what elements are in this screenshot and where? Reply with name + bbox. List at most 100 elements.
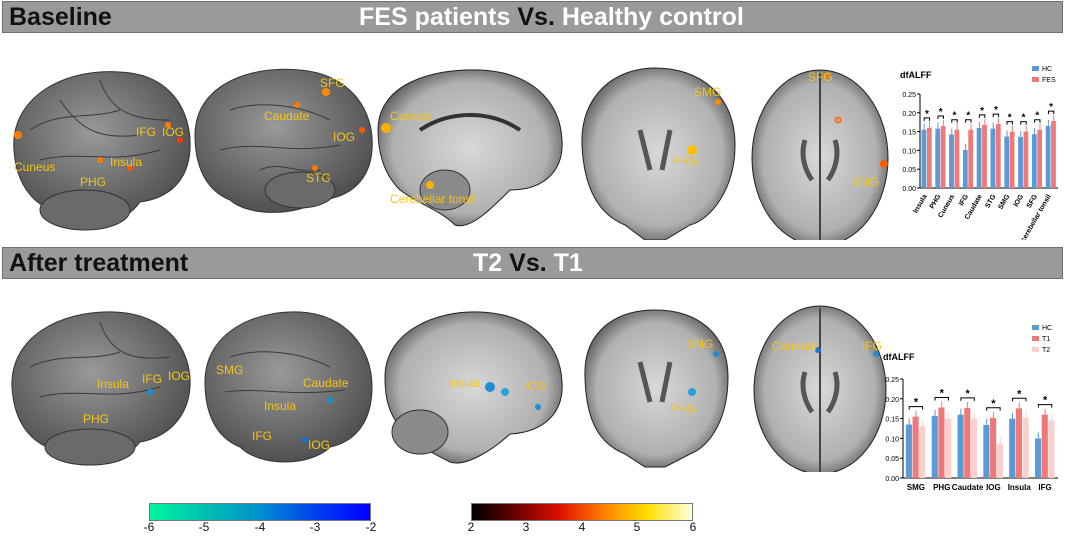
axial-label-ifg-t: IFG [862, 339, 882, 353]
significance-star: * [1049, 102, 1053, 113]
x-tick-label: SFG [1026, 193, 1040, 209]
bar [995, 124, 1001, 188]
axial-label-sfg: SFG [808, 70, 833, 84]
medial-surface-brain-t [204, 311, 373, 463]
hot-tick: 2 [467, 520, 475, 534]
y-tick-label: 0.20 [885, 397, 899, 404]
bar [912, 416, 919, 478]
cool-tick: -6 [143, 520, 155, 534]
significance-star: * [1008, 113, 1012, 124]
bar [964, 407, 971, 478]
significance-bracket [1034, 119, 1041, 123]
y-tick-label: 0.05 [885, 456, 899, 463]
treatment-group-b: T1 [553, 249, 583, 277]
bar [1009, 131, 1015, 188]
significance-star: * [940, 388, 945, 400]
baseline-comparison-title: FES patients Vs. Healthy control [359, 3, 744, 32]
chart-ylabel: dfALFF [883, 352, 915, 362]
coronal-slice [581, 67, 736, 240]
significance-star: * [1043, 395, 1048, 407]
baseline-group-b: Healthy control [561, 3, 744, 31]
medial-label-stg: STG [306, 171, 331, 185]
significance-bracket [937, 115, 944, 119]
medial-label-ifg-t: IFG [252, 429, 272, 443]
legend-label: HC [1042, 325, 1052, 332]
legend-swatch [1032, 66, 1039, 71]
significance-bracket [992, 113, 1000, 118]
sagittal-label-iog-t: IOG [524, 379, 546, 393]
coronal-label-phg: PHG [672, 154, 698, 168]
lateral-label-iog: IOG [162, 125, 184, 139]
y-tick-label: 0.00 [885, 476, 899, 483]
medial-label-smg-t: SMG [216, 363, 243, 377]
y-tick-label: 0.15 [902, 130, 916, 137]
significance-bracket [960, 397, 975, 401]
legend-swatch [1032, 325, 1039, 330]
bar [996, 443, 1003, 478]
bar [968, 129, 974, 188]
significance-bracket [986, 407, 1001, 411]
significance-bracket [1020, 121, 1027, 125]
treatment-brain-panels: Insula IFG IOG PHG SMG Caudate Insula IF… [11, 305, 887, 472]
x-tick-label: Insula [912, 193, 928, 214]
bar [1048, 420, 1055, 478]
legend-label: T2 [1042, 347, 1050, 354]
x-tick-label: STG [984, 193, 998, 209]
lateral-label-ifg: IFG [136, 125, 156, 139]
treatment-group-a: T2 [473, 249, 503, 277]
lateral-label-ifg-t: IFG [142, 372, 162, 386]
chart-ylabel: dfALFF [900, 70, 932, 80]
y-tick-label: 0.10 [902, 148, 916, 155]
significance-star: * [953, 111, 957, 122]
legend-swatch [1032, 347, 1039, 352]
lateral-label-phg: PHG [80, 175, 106, 189]
cool-tick: -5 [198, 520, 210, 534]
bar [1004, 136, 1010, 188]
x-tick-label: PHG [929, 193, 943, 210]
bar [970, 418, 978, 478]
medial-surface-brain [194, 68, 373, 213]
treatment-vs: Vs. [509, 249, 547, 277]
bar [1051, 121, 1056, 188]
bar [905, 424, 912, 478]
bar [949, 134, 954, 188]
treatment-banner: After treatment T2 Vs. T1 [2, 247, 1063, 279]
bar [1035, 438, 1042, 478]
bar [1023, 131, 1029, 188]
significance-bracket [934, 397, 949, 401]
medial-label-caudate: Caudate [264, 109, 310, 123]
bar [990, 417, 997, 478]
significance-star: * [1035, 111, 1039, 122]
x-tick-label: IFG [958, 193, 970, 207]
coronal-label-phg-t: PHG [670, 402, 696, 416]
coronal-label-smg-t: SMG [686, 337, 713, 351]
significance-star: * [994, 105, 998, 116]
y-tick-label: 0.20 [902, 111, 916, 118]
lateral-label-insula-t: Insula [97, 377, 129, 391]
baseline-banner: Baseline FES patients Vs. Healthy contro… [2, 1, 1063, 33]
bar [1031, 134, 1037, 188]
significance-bracket [951, 119, 958, 123]
sagittal-slice-t [384, 311, 563, 464]
lateral-surface-brain-t [11, 311, 191, 466]
bar [945, 418, 952, 478]
x-tick-label: SMG [997, 193, 1011, 211]
bar [954, 129, 960, 188]
significance-star: * [980, 106, 984, 117]
x-tick-label: Insula [1008, 483, 1032, 492]
sagittal-label-cuneus: Cuneus [390, 109, 431, 123]
legend-swatch [1032, 77, 1039, 82]
bar [921, 129, 927, 188]
x-tick-label: SMG [907, 483, 925, 492]
baseline-brain-panels: Cuneus PHG Insula IFG IOG SFG Caudate IO… [13, 67, 889, 240]
bar [1022, 417, 1029, 478]
axial-label-smg: SMG [852, 175, 879, 189]
coronal-slice-t [584, 309, 729, 468]
lateral-label-phg-t: PHG [83, 412, 109, 426]
x-tick-label: IOG [986, 483, 1001, 492]
axial-label-caudate-t: Caudate [772, 339, 818, 353]
bar [1045, 125, 1051, 188]
baseline-vs: Vs. [517, 3, 555, 31]
legend-label: T1 [1042, 336, 1050, 343]
bar [919, 426, 926, 478]
